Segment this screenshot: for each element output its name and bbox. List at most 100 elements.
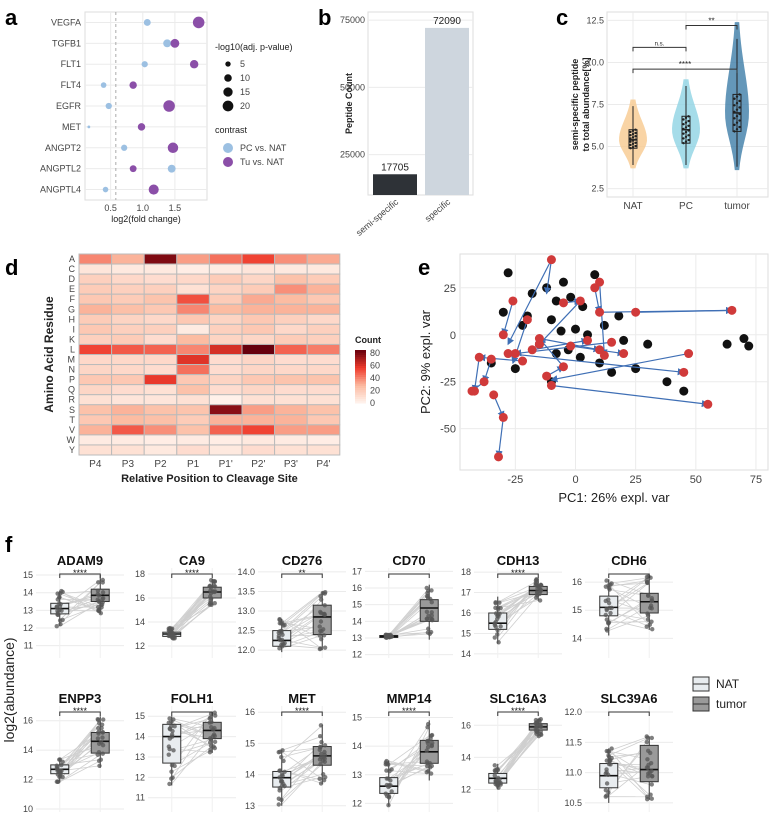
x-tick-label: 25: [630, 474, 642, 486]
heatmap-cell: [306, 444, 341, 456]
heatmap-cell: [143, 354, 178, 366]
pca-point-red: [575, 296, 585, 306]
legend-gradient-step: [355, 394, 366, 397]
heatmap-cell: [111, 323, 145, 335]
heatmap-cell: [274, 293, 308, 305]
paired-line: [608, 582, 650, 586]
data-point: [733, 130, 736, 133]
data-point: [537, 598, 543, 603]
data-point: [172, 763, 177, 769]
heatmap-cell: [78, 434, 113, 446]
data-point: [102, 186, 109, 193]
data-point: [648, 792, 653, 797]
data-point: [384, 793, 390, 799]
data-point: [634, 131, 637, 135]
data-point: [684, 135, 688, 139]
data-point: [494, 616, 500, 622]
y-tick-label: 15: [135, 711, 145, 721]
heatmap-cell: [111, 404, 145, 416]
data-point: [167, 716, 172, 721]
data-point: [684, 140, 688, 143]
heatmap-cell: [241, 253, 276, 265]
data-point: [604, 793, 609, 798]
heatmap-cell: [78, 343, 113, 356]
data-point: [629, 147, 632, 150]
y-tick-label: D: [69, 274, 76, 284]
y-tick-label: 12.0: [237, 645, 255, 655]
data-point: [322, 603, 327, 608]
data-point: [317, 757, 323, 762]
data-point: [634, 141, 637, 144]
data-point: [429, 600, 434, 605]
paired-line: [281, 763, 323, 801]
x-tick-label: P3': [284, 459, 298, 470]
data-point: [167, 633, 172, 639]
heatmap-cell: [306, 404, 341, 416]
boxplot-folh1: FOLH1 11 12 13 14 15: [135, 691, 236, 812]
data-point: [603, 584, 609, 589]
data-point: [735, 95, 739, 98]
y-tick-label: 12: [461, 785, 471, 795]
data-point: [384, 768, 389, 773]
heatmap-cell: [78, 444, 113, 456]
y-tick-label: G: [68, 304, 75, 314]
data-point: [634, 138, 637, 141]
gene-title: SLC16A3: [489, 691, 546, 706]
y-tick-label: R: [69, 395, 76, 405]
heatmap-cell: [274, 424, 308, 436]
heatmap-cell: [143, 343, 178, 356]
data-point: [317, 633, 322, 638]
data-point: [317, 646, 323, 652]
x-tick-label: P1': [219, 459, 233, 470]
data-point: [100, 729, 106, 735]
legend-gradient-step: [355, 400, 366, 404]
pca-point-black: [527, 288, 537, 298]
y-tick-label: 7.5: [591, 100, 604, 110]
y-tick-label: 25: [444, 283, 456, 295]
data-point: [682, 132, 685, 135]
pca-point-black: [739, 334, 749, 344]
data-point: [644, 578, 649, 583]
paired-line: [608, 580, 650, 596]
x-tick-label: P2': [251, 459, 265, 470]
data-point: [425, 595, 431, 600]
heatmap-cell: [241, 343, 276, 356]
legend-gradient-step: [355, 380, 366, 384]
data-point: [100, 735, 105, 740]
pca-point-red: [498, 412, 508, 422]
heatmap-cell: [78, 263, 113, 275]
y-tick-label: 5.0: [591, 142, 604, 152]
data-point: [207, 583, 212, 589]
data-point: [634, 144, 637, 148]
data-point: [95, 597, 100, 602]
heatmap-cell: [78, 303, 113, 315]
heatmap-cell: [176, 303, 210, 315]
data-point: [389, 789, 394, 794]
y-tick-label: 13: [245, 801, 255, 811]
heatmap-cell: [241, 283, 276, 295]
paired-line: [171, 745, 213, 779]
legend-gradient-step: [355, 350, 366, 353]
heatmap-cell: [208, 364, 243, 376]
data-point: [192, 16, 205, 29]
y-tick-label: 25000: [340, 150, 365, 160]
heatmap-cell: [176, 323, 210, 335]
pca-arrow: [538, 300, 581, 346]
paired-line: [171, 734, 213, 785]
data-point: [319, 751, 324, 757]
data-point: [492, 773, 497, 778]
gene-title: CDH6: [611, 553, 646, 568]
gene-title: ADAM9: [57, 553, 103, 568]
heatmap-cell: [274, 333, 308, 345]
heatmap-cell: [111, 364, 145, 376]
heatmap-cell: [306, 364, 341, 376]
y-axis-title: Peptide Count: [344, 73, 354, 134]
size-legend-label: 15: [240, 87, 250, 97]
data-point: [645, 617, 651, 622]
data-point: [733, 117, 736, 120]
significance-bracket: [685, 24, 738, 30]
data-point: [171, 748, 176, 753]
y-tick-label: 12.5: [237, 626, 255, 636]
data-point: [733, 110, 736, 114]
data-point: [687, 115, 690, 118]
